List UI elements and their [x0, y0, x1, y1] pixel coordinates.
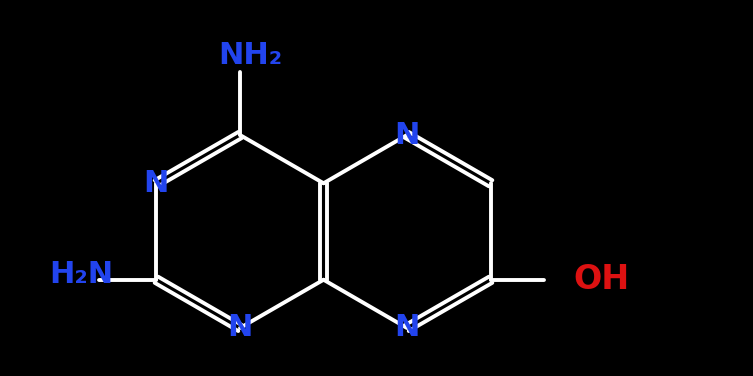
Text: N: N — [395, 314, 419, 343]
Text: N: N — [227, 314, 253, 343]
Text: H₂N: H₂N — [49, 260, 113, 289]
Text: OH: OH — [574, 263, 630, 296]
Text: NH₂: NH₂ — [218, 41, 282, 70]
Text: N: N — [395, 120, 419, 150]
Text: N: N — [144, 169, 169, 198]
